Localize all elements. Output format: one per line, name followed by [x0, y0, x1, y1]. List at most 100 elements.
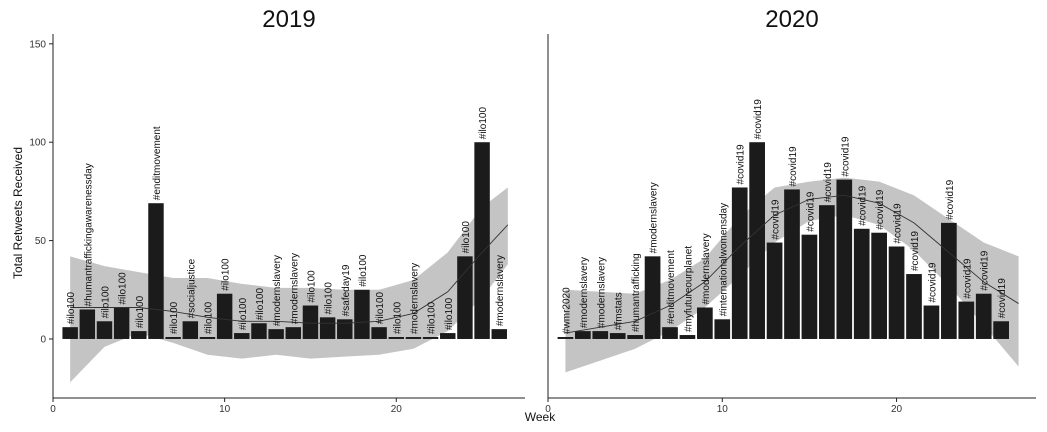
- bar: [268, 329, 284, 339]
- bar: [975, 293, 992, 339]
- bar-label: #modernslavery: [649, 182, 660, 253]
- bar-label: #covid19: [805, 191, 816, 231]
- bar: [234, 333, 250, 339]
- bar-label: #enditmovement: [666, 250, 677, 324]
- bar-label: #ilo100: [324, 282, 335, 315]
- bar: [165, 337, 181, 339]
- bar-label: #ilo100: [66, 291, 77, 324]
- bar-label: #covid19: [788, 146, 799, 186]
- y-tick-label: 50: [35, 236, 47, 247]
- bar-label: #covid19: [980, 250, 991, 290]
- bar-label: #modernslavery: [272, 255, 283, 326]
- panel-title: 2020: [765, 6, 818, 33]
- bar: [491, 329, 507, 339]
- bar-label: #ilo100: [358, 254, 369, 287]
- bar-label: #ilo100: [375, 291, 386, 324]
- bar-label: #ilo100: [135, 295, 146, 328]
- bar: [422, 337, 439, 339]
- panel-2019: 2019 #ilo100 #humantraffickingawarenessday…: [29, 6, 525, 415]
- bar: [679, 335, 696, 339]
- bar: [79, 309, 96, 339]
- bar: [888, 246, 905, 339]
- bar: [731, 187, 748, 339]
- bar-label: #ilo100: [221, 258, 232, 291]
- bar: [285, 327, 302, 339]
- bar: [113, 307, 130, 339]
- x-tick-label: 20: [891, 404, 903, 415]
- bar: [182, 321, 199, 339]
- bar-label: #ilo100: [427, 301, 438, 334]
- bar: [801, 234, 818, 339]
- bar: [337, 319, 353, 339]
- bar: [319, 317, 336, 339]
- bar: [148, 203, 164, 339]
- bar-label: #covid19: [997, 278, 1008, 318]
- bar: [923, 305, 940, 339]
- bar: [644, 256, 661, 339]
- x-tick-label: 0: [545, 404, 551, 415]
- bar: [592, 331, 609, 339]
- smooth-line: [70, 224, 509, 324]
- bar-label: #humantraffickingawarenessday: [83, 163, 94, 306]
- bar-label: #ilo100: [203, 301, 214, 334]
- x-axis-title: Week: [525, 410, 556, 424]
- bar-label: #myfutureourplanet: [683, 246, 694, 332]
- bar-label: #covid19: [945, 179, 956, 219]
- bar-label: #ilo100: [100, 286, 111, 319]
- bar: [627, 335, 643, 339]
- x-tick-label: 0: [50, 404, 56, 415]
- bar-label: #ilo100: [118, 272, 129, 305]
- bar-label: #safeday19: [341, 264, 352, 316]
- bar-label: #ilo100: [238, 297, 249, 330]
- bar-label: #ilo100: [255, 288, 266, 321]
- bar: [906, 274, 922, 339]
- bar-label: #covid19: [840, 136, 851, 176]
- bar-label: #modernslavery: [701, 233, 712, 304]
- smooth-line: [565, 194, 1019, 334]
- bar: [853, 228, 870, 339]
- bar-label: #modernslavery: [495, 255, 506, 326]
- bar: [216, 293, 233, 339]
- x-tick-label: 20: [391, 404, 403, 415]
- bar-label: #wmr2020: [561, 287, 572, 334]
- bar: [941, 222, 957, 339]
- x-tick-label: 10: [717, 404, 729, 415]
- bar-label: #ilo100: [461, 221, 472, 254]
- bar-label: #covid19: [858, 185, 869, 225]
- bar: [557, 337, 574, 339]
- bar-label: #covid19: [823, 162, 834, 202]
- bar: [457, 256, 473, 339]
- bar: [354, 289, 370, 339]
- bar: [388, 337, 404, 339]
- bar-label: #covid19: [736, 144, 747, 184]
- bar: [784, 189, 800, 339]
- bar: [766, 242, 783, 339]
- bar: [474, 142, 490, 339]
- bar-label: #covid19: [893, 203, 904, 243]
- panel-title: 2019: [262, 6, 315, 33]
- bar: [440, 333, 456, 339]
- bar: [302, 305, 319, 339]
- bar-label: #modernslavery: [579, 257, 590, 328]
- bar: [62, 327, 78, 339]
- bar: [131, 331, 147, 339]
- y-tick-label: 100: [29, 138, 46, 149]
- confidence-band: [70, 187, 508, 383]
- bar: [749, 142, 765, 339]
- y-tick-label: 0: [40, 334, 46, 345]
- bar-label: #covid19: [910, 231, 921, 271]
- bar-label: #modernslavery: [289, 253, 300, 324]
- y-tick-label: 150: [29, 39, 46, 50]
- confidence-band: [565, 177, 1019, 373]
- bar-label: #ilo100: [306, 270, 317, 303]
- bar: [714, 319, 731, 339]
- bar: [993, 321, 1009, 339]
- bar-label: #ilo100: [169, 301, 180, 334]
- bar-label: #modernslavery: [596, 257, 607, 328]
- bar-label: #covid19: [771, 199, 782, 239]
- bar: [371, 327, 387, 339]
- bar-label: #ilo100: [444, 297, 455, 330]
- bar-label: #fmstats: [614, 292, 625, 330]
